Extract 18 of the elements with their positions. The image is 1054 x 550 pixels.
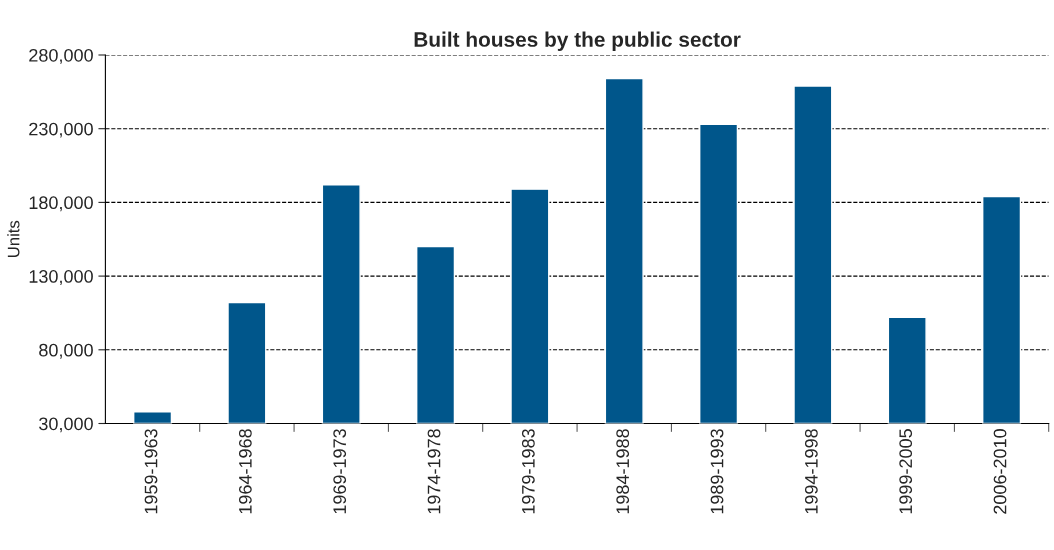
x-tick-label: 2006-2010: [993, 429, 1007, 514]
y-tick-label: 280,000: [29, 48, 93, 64]
y-tick-label: 180,000: [29, 196, 93, 212]
y-tick-label: 230,000: [29, 122, 93, 138]
x-tick-label: 1979-1983: [521, 429, 535, 514]
y-axis-title: Units: [7, 220, 20, 257]
x-tick-label: 1959-1963: [144, 429, 158, 514]
x-tick-label: 1974-1978: [427, 429, 441, 514]
x-tick-label: 1969-1973: [333, 429, 347, 514]
x-tick-label: 1999-2005: [899, 429, 913, 514]
x-tick-label: 1994-1998: [804, 429, 818, 514]
x-tick-label: 1984-1988: [616, 429, 630, 514]
y-tick-label: 80,000: [39, 343, 93, 359]
chart-title: Built houses by the public sector: [414, 31, 741, 51]
x-tick-label: 1964-1968: [238, 429, 252, 514]
y-tick-label: 130,000: [29, 270, 93, 285]
y-tick-label: 30,000: [39, 417, 93, 433]
x-tick-label: 1989-1993: [710, 429, 724, 514]
